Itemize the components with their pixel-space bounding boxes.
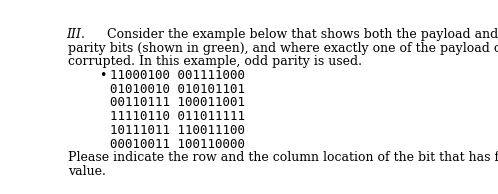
- Text: Please indicate the row and the column location of the bit that has flipped from: Please indicate the row and the column l…: [68, 152, 498, 165]
- Text: 11110110 011011111: 11110110 011011111: [111, 110, 246, 123]
- Text: 10111011 110011100: 10111011 110011100: [111, 124, 246, 137]
- Text: 11000100 001111000: 11000100 001111000: [111, 69, 246, 82]
- Text: 01010010 010101101: 01010010 010101101: [111, 83, 246, 96]
- Text: parity bits (shown in green), and where exactly one of the payload or parity bit: parity bits (shown in green), and where …: [68, 42, 498, 55]
- Text: corrupted. In this example, odd parity is used.: corrupted. In this example, odd parity i…: [68, 55, 362, 68]
- Text: value.: value.: [68, 165, 106, 178]
- Text: III.: III.: [66, 28, 85, 41]
- Text: 00010011 100110000: 00010011 100110000: [111, 138, 246, 151]
- Text: 00110111 100011001: 00110111 100011001: [111, 96, 246, 109]
- Text: Consider the example below that shows both the payload and the two- dimensional: Consider the example below that shows bo…: [107, 28, 498, 41]
- Text: •: •: [99, 69, 106, 82]
